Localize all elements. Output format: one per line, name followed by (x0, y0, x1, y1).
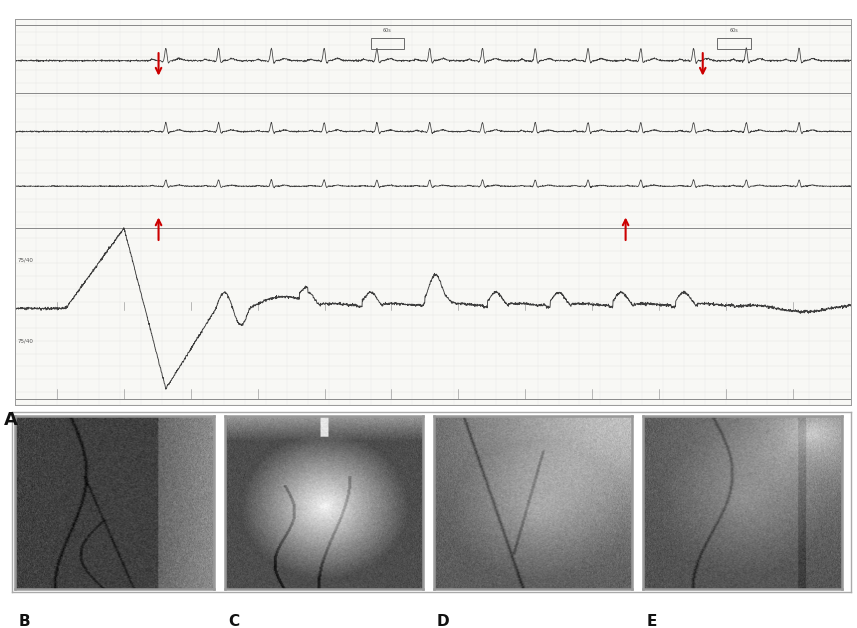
Text: D: D (437, 614, 450, 628)
Text: C: C (228, 614, 239, 628)
Text: E: E (646, 614, 656, 628)
Text: 75/40: 75/40 (17, 257, 33, 263)
Bar (717, 38, 751, 50)
Bar (370, 38, 404, 50)
Text: 60s: 60s (729, 28, 739, 33)
Text: 75/40: 75/40 (17, 338, 33, 343)
Text: A: A (4, 411, 18, 430)
Text: B: B (19, 614, 31, 628)
Text: 60s: 60s (383, 28, 392, 33)
